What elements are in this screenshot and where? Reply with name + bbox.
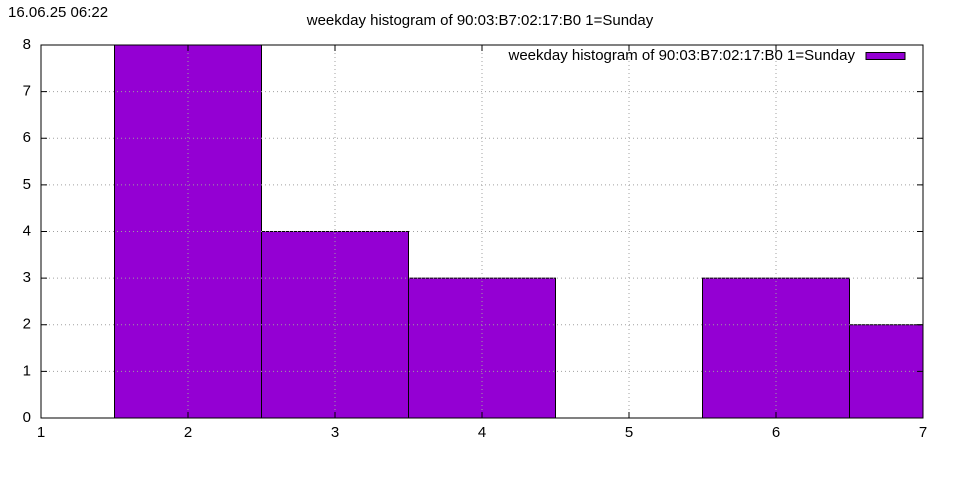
y-tick-label: 0 (23, 409, 31, 426)
y-tick-label: 8 (23, 36, 31, 53)
y-tick-label: 3 (23, 269, 31, 286)
plot-border (40, 44, 924, 419)
bar (849, 324, 923, 418)
legend-label: weekday histogram of 90:03:B7:02:17:B0 1… (508, 47, 856, 64)
y-tick-label: 7 (23, 83, 31, 100)
y-tick-label: 1 (23, 362, 31, 379)
timestamp: 16.06.25 06:22 (8, 4, 108, 21)
y-tick-label: 5 (23, 176, 31, 193)
x-tick-label: 4 (478, 424, 486, 441)
bar (114, 45, 262, 418)
legend-swatch (865, 52, 906, 60)
x-tick-label: 1 (37, 424, 45, 441)
bar (261, 231, 409, 418)
y-tick-label: 2 (23, 316, 31, 333)
y-tick-label: 6 (23, 129, 31, 146)
x-tick-label: 7 (919, 424, 927, 441)
y-tick-label: 4 (23, 222, 31, 239)
chart-title: weekday histogram of 90:03:B7:02:17:B0 1… (306, 12, 654, 29)
x-tick-label: 2 (184, 424, 192, 441)
x-tick-label: 3 (331, 424, 339, 441)
x-tick-label: 5 (625, 424, 633, 441)
x-tick-label: 6 (772, 424, 780, 441)
